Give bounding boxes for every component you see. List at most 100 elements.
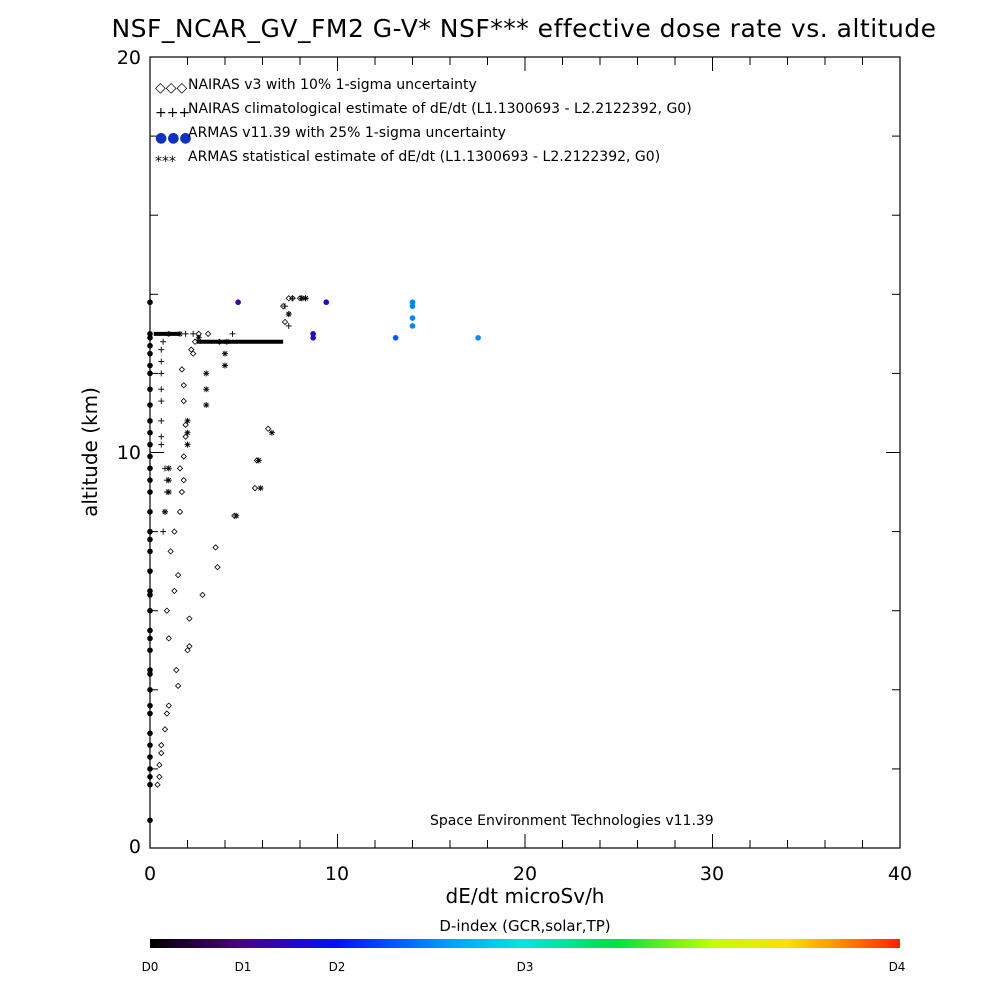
armas-point — [475, 335, 481, 341]
armas-stat-point — [302, 295, 309, 302]
armas-point — [323, 299, 330, 306]
nairas-clim-point — [229, 330, 236, 337]
colorbar-label-d4: D4 — [889, 960, 906, 974]
nairas-point — [281, 318, 289, 326]
armas-point — [409, 315, 416, 321]
nairas-clim-point — [158, 386, 165, 393]
legend-label-armas: ARMAS v11.39 with 25% 1-sigma uncertaint… — [188, 125, 506, 141]
armas-point — [147, 331, 153, 337]
nairas-clim-point — [158, 370, 165, 377]
nairas-point — [171, 587, 178, 595]
nairas-point — [165, 635, 172, 642]
armas-point — [147, 730, 153, 737]
nairas-point — [186, 615, 193, 622]
nairas-point — [165, 702, 172, 709]
nairas-point — [188, 346, 195, 353]
nairas-point — [158, 749, 165, 757]
armas-point — [147, 429, 153, 436]
data-series — [147, 295, 481, 824]
nairas-point — [174, 571, 182, 579]
armas-point — [147, 528, 153, 535]
nairas-clim-point — [158, 433, 165, 440]
nairas-clim-point — [190, 330, 197, 337]
x-tick-label-10: 10 — [325, 863, 349, 885]
colorbar-label-d1: D1 — [235, 960, 252, 974]
armas-point — [147, 441, 153, 448]
armas-point — [147, 477, 153, 483]
colorbar-title: D-index (GCR,solar,TP) — [439, 917, 610, 935]
legend-label-nairas: NAIRAS v3 with 10% 1-sigma uncertainty — [188, 77, 477, 93]
y-tick-label-20: 20 — [117, 47, 141, 69]
x-tick-label-0: 0 — [144, 863, 156, 885]
x-tick-label-40: 40 — [888, 863, 912, 885]
nairas-point — [171, 528, 178, 535]
armas-stat-point — [165, 330, 172, 337]
armas-point — [147, 627, 153, 634]
nairas-clim-point — [160, 338, 167, 345]
armas-point — [409, 299, 416, 306]
armas-point — [147, 342, 153, 349]
plot-frame — [149, 56, 901, 849]
y-axis-title: altitude (km) — [78, 387, 102, 517]
armas-point — [147, 781, 153, 788]
colorbar — [150, 939, 900, 948]
armas-point — [147, 386, 153, 393]
nairas-point — [176, 465, 184, 472]
nairas-clim-point — [282, 303, 288, 310]
armas-point — [409, 323, 416, 329]
chart-title: NSF_NCAR_GV_FM2 G-V* NSF*** effective do… — [111, 14, 936, 43]
nairas-point — [251, 484, 259, 492]
armas-stat-point — [162, 508, 168, 515]
nairas-point — [161, 726, 169, 733]
nairas-clim-point — [158, 398, 165, 405]
armas-point — [147, 687, 153, 693]
legend: ◇◇◇ NAIRAS v3 with 10% 1-sigma uncertain… — [155, 77, 692, 170]
armas-point — [235, 299, 241, 306]
armas-point — [147, 568, 153, 574]
nairas-point — [182, 433, 189, 440]
armas-point — [147, 592, 153, 598]
nairas-clim-point — [158, 417, 165, 424]
armas-point — [147, 362, 153, 369]
nairas-clim-point — [158, 346, 165, 353]
nairas-point — [178, 366, 186, 373]
nairas-point — [180, 397, 187, 405]
armas-point — [147, 299, 153, 306]
nairas-point — [163, 710, 171, 717]
x-tick-label-20: 20 — [513, 863, 537, 885]
y-tick-label-0: 0 — [129, 836, 141, 858]
armas-stat-point — [257, 485, 264, 492]
nairas-point — [186, 643, 193, 650]
armas-stat-point — [184, 441, 191, 448]
nairas-point — [154, 781, 161, 788]
nairas-clim-point — [158, 358, 165, 365]
armas-point — [147, 350, 153, 357]
armas-stat-point — [203, 402, 210, 409]
nairas-point — [184, 647, 191, 654]
legend-label-armas-stat: ARMAS statistical estimate of dE/dt (L1.… — [188, 149, 660, 165]
armas-stat-point — [165, 465, 172, 472]
armas-point — [147, 667, 153, 673]
nairas-point — [180, 477, 187, 484]
armas-point — [147, 774, 153, 780]
nairas-point — [156, 761, 163, 769]
armas-stat-point — [255, 457, 262, 464]
colorbar-label-d2: D2 — [329, 960, 346, 974]
armas-point — [310, 335, 316, 341]
armas-point — [409, 303, 416, 309]
armas-point — [147, 635, 153, 642]
armas-point — [147, 647, 153, 654]
nairas-point — [158, 742, 165, 749]
nairas-point — [191, 338, 199, 345]
nairas-clim-point — [289, 295, 296, 302]
nairas-point — [212, 544, 219, 551]
legend-symbol-armas: ●●● — [155, 130, 192, 146]
nairas-point — [163, 607, 171, 614]
armas-point — [147, 817, 153, 824]
legend-symbol-armas-stat: *** — [155, 154, 176, 170]
armas-point — [147, 742, 153, 748]
x-tick-label-30: 30 — [700, 863, 724, 885]
armas-point — [147, 754, 153, 760]
armas-stat-point — [233, 512, 240, 519]
